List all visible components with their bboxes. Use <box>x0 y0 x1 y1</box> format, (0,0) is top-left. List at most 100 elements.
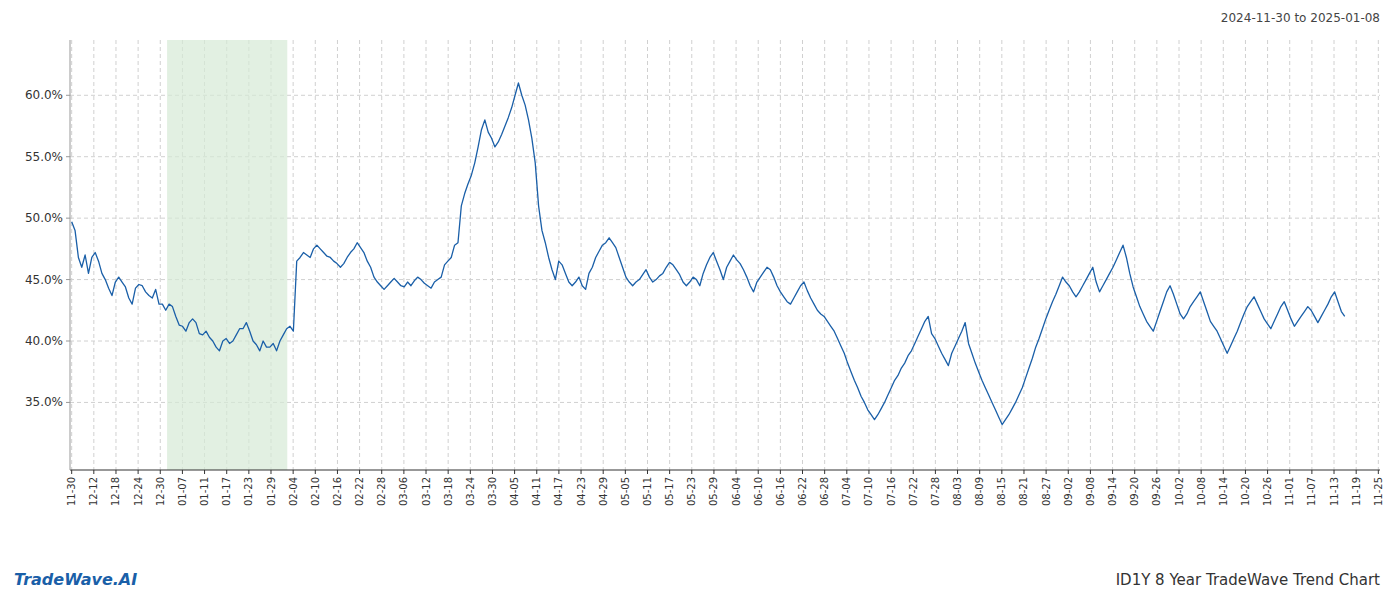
y-tick-label: 60.0% <box>25 88 63 102</box>
grid-line-x <box>1334 40 1335 470</box>
grid-line-x <box>138 40 139 470</box>
x-tick <box>470 470 471 474</box>
x-tick-label: 08-15 <box>996 477 1007 506</box>
x-tick-label: 09-08 <box>1085 477 1096 506</box>
x-tick-label: 06-04 <box>731 477 742 506</box>
x-tick-label: 11-07 <box>1306 477 1317 506</box>
x-tick-label: 03-24 <box>465 477 476 506</box>
x-tick-label: 05-23 <box>686 477 697 506</box>
x-tick-label: 03-30 <box>487 477 498 506</box>
x-tick <box>1179 470 1180 474</box>
grid-line-x <box>669 40 670 470</box>
x-tick <box>270 470 271 474</box>
x-tick-label: 06-16 <box>775 477 786 506</box>
x-tick <box>647 470 648 474</box>
grid-line-x <box>758 40 759 470</box>
x-tick-label: 10-14 <box>1218 477 1229 506</box>
x-tick <box>1156 470 1157 474</box>
x-tick <box>536 470 537 474</box>
x-tick <box>1046 470 1047 474</box>
x-tick <box>448 470 449 474</box>
x-tick-label: 09-02 <box>1063 477 1074 506</box>
x-tick-label: 01-11 <box>199 477 210 506</box>
x-tick <box>1311 470 1312 474</box>
x-tick-label: 10-08 <box>1196 477 1207 506</box>
grid-line-x <box>315 40 316 470</box>
x-tick <box>381 470 382 474</box>
y-axis-line <box>70 40 71 470</box>
x-tick <box>160 470 161 474</box>
grid-line-x <box>448 40 449 470</box>
x-tick-label: 08-27 <box>1041 477 1052 506</box>
x-tick <box>115 470 116 474</box>
grid-line-x <box>1201 40 1202 470</box>
x-tick-label: 11-13 <box>1329 477 1340 506</box>
y-tick <box>66 95 70 96</box>
x-tick-label: 07-10 <box>863 477 874 506</box>
x-tick <box>957 470 958 474</box>
grid-line-x <box>913 40 914 470</box>
x-tick <box>1356 470 1357 474</box>
x-tick <box>248 470 249 474</box>
x-tick-label: 05-11 <box>642 477 653 506</box>
grid-line-x <box>1179 40 1180 470</box>
x-tick-label: 10-02 <box>1174 477 1185 506</box>
grid-line-x <box>536 40 537 470</box>
x-tick <box>891 470 892 474</box>
x-tick-label: 02-10 <box>310 477 321 506</box>
grid-line-x <box>1223 40 1224 470</box>
x-tick-label: 06-10 <box>753 477 764 506</box>
x-tick-label: 11-19 <box>1351 477 1362 506</box>
y-tick <box>66 402 70 403</box>
x-tick <box>337 470 338 474</box>
grid-line-x <box>1245 40 1246 470</box>
grid-line-x <box>293 40 294 470</box>
grid-line-x <box>1112 40 1113 470</box>
x-tick-label: 07-22 <box>908 477 919 506</box>
grid-line-x <box>891 40 892 470</box>
x-tick <box>1001 470 1002 474</box>
x-tick <box>1068 470 1069 474</box>
x-tick <box>293 470 294 474</box>
x-tick-label: 11-01 <box>1284 477 1295 506</box>
x-tick <box>758 470 759 474</box>
grid-line-x <box>381 40 382 470</box>
x-tick-label: 02-04 <box>288 477 299 506</box>
x-tick-label: 11-30 <box>66 477 77 506</box>
x-tick <box>868 470 869 474</box>
x-tick <box>1334 470 1335 474</box>
x-tick-label: 07-16 <box>886 477 897 506</box>
x-tick-label: 12-18 <box>110 477 121 506</box>
x-tick <box>1090 470 1091 474</box>
grid-line-x <box>935 40 936 470</box>
x-tick-label: 04-23 <box>576 477 587 506</box>
y-tick-label: 45.0% <box>25 273 63 287</box>
plot-area <box>72 40 1345 470</box>
x-tick-label: 04-17 <box>553 477 564 506</box>
grid-line-x <box>1001 40 1002 470</box>
brand-label: TradeWave.AI <box>14 570 137 589</box>
x-tick <box>935 470 936 474</box>
x-tick <box>802 470 803 474</box>
x-tick-label: 08-09 <box>974 477 985 506</box>
x-axis-line <box>70 469 1380 470</box>
x-tick-label: 04-11 <box>531 477 542 506</box>
y-tick <box>66 218 70 219</box>
x-tick <box>625 470 626 474</box>
x-tick <box>138 470 139 474</box>
x-tick <box>1223 470 1224 474</box>
grid-line-x <box>581 40 582 470</box>
x-tick <box>1134 470 1135 474</box>
x-tick <box>1112 470 1113 474</box>
grid-line-x <box>780 40 781 470</box>
grid-line-x <box>802 40 803 470</box>
x-tick-label: 09-20 <box>1129 477 1140 506</box>
trend-line <box>72 83 1345 425</box>
grid-line-x <box>736 40 737 470</box>
x-tick-label: 12-24 <box>133 477 144 506</box>
x-tick-label: 04-29 <box>598 477 609 506</box>
x-tick-label: 03-12 <box>421 477 432 506</box>
grid-line-x <box>1156 40 1157 470</box>
x-tick-label: 02-28 <box>376 477 387 506</box>
x-tick-label: 03-18 <box>443 477 454 506</box>
